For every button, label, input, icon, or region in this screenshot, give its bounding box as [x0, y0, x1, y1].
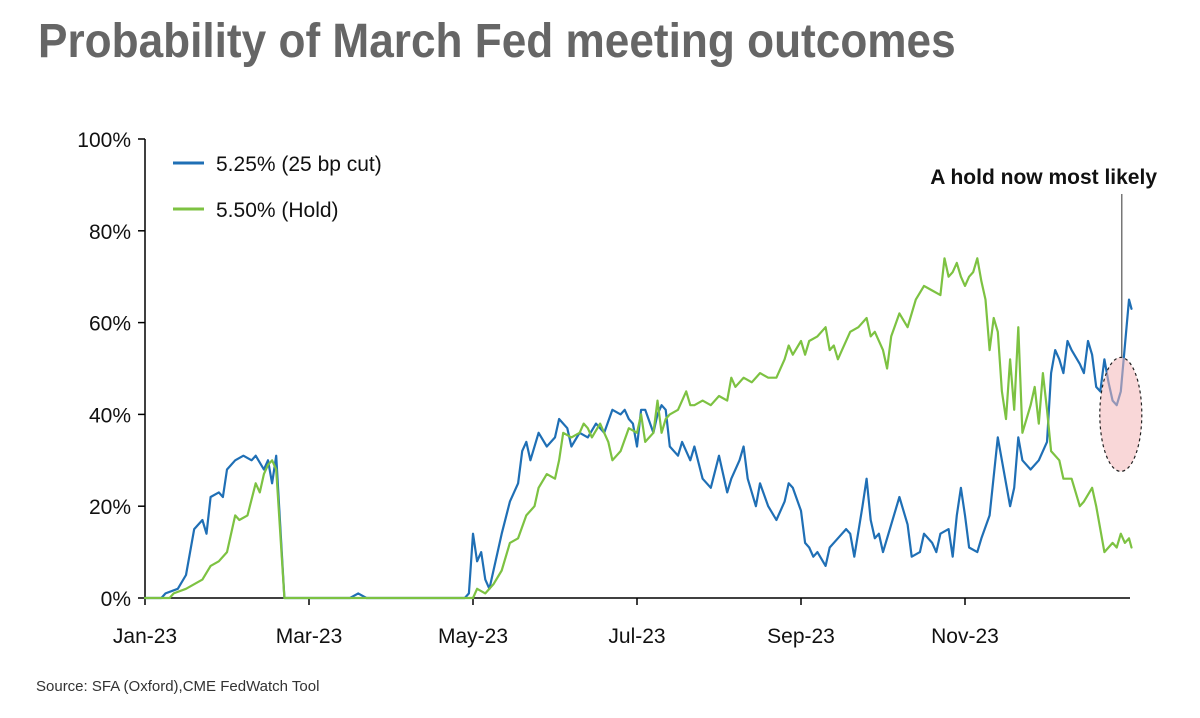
x-tick-label: Jul-23	[608, 625, 665, 648]
series-line-cut	[143, 298, 1133, 600]
y-tick-label: 100%	[77, 129, 131, 152]
x-tick-label: Sep-23	[767, 625, 835, 648]
source-note: Source: SFA (Oxford),CME FedWatch Tool	[36, 678, 320, 695]
series-layer	[143, 257, 1133, 600]
annotation-text: A hold now most likely	[930, 166, 1157, 189]
series-line-hold	[143, 257, 1133, 600]
chart-axes: 0% 20% 40% 60% 80% 100% Jan-23 Mar-23 May-23 Jul-…	[77, 129, 1130, 648]
chart-title: Probability of March Fed meeting outcome…	[38, 15, 956, 68]
y-tick-label: 40%	[89, 404, 131, 427]
y-tick-label: 0%	[101, 588, 131, 611]
chart-annotation: A hold now most likely	[930, 166, 1157, 358]
highlight-layer	[1099, 356, 1143, 472]
x-tick-label: Jan-23	[113, 625, 177, 648]
y-tick-label: 60%	[89, 313, 131, 336]
x-tick-label: Nov-23	[931, 625, 999, 648]
y-tick-label: 20%	[89, 496, 131, 519]
x-tick-label: May-23	[438, 625, 508, 648]
x-tick-label: Mar-23	[276, 625, 343, 648]
chart-legend: 5.25% (25 bp cut) 5.50% (Hold)	[173, 153, 382, 222]
highlight-ellipse	[1099, 356, 1143, 472]
legend-label: 5.50% (Hold)	[216, 199, 339, 222]
legend-label: 5.25% (25 bp cut)	[216, 153, 382, 176]
y-tick-label: 80%	[89, 221, 131, 244]
